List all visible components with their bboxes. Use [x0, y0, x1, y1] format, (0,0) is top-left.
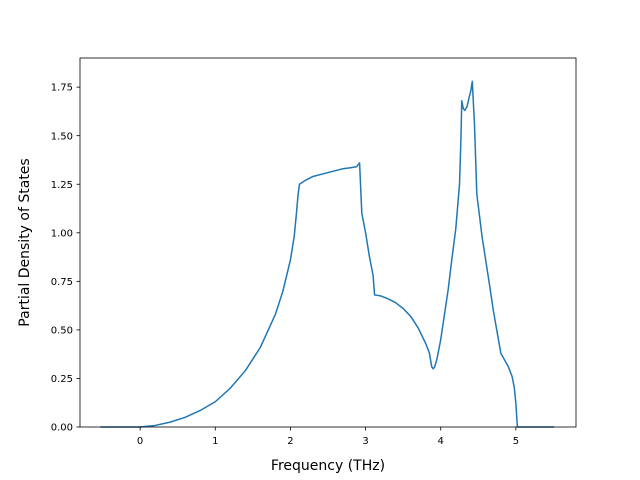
y-tick-label: 0.75: [51, 277, 73, 288]
y-tick-label: 1.50: [51, 131, 73, 142]
series-line: [100, 80, 555, 428]
series-layer: [100, 80, 555, 428]
x-axis: 0 1 2 3 4 5: [137, 427, 519, 447]
x-tick-label: 5: [513, 436, 519, 447]
x-tick-label: 1: [212, 436, 218, 447]
y-axis: 0.00 0.25 0.50 0.75 1.00 1.25 1.50 1.75: [51, 83, 80, 434]
y-axis-label: Partial Density of States: [17, 158, 33, 326]
y-tick-label: 0.00: [51, 423, 73, 434]
y-tick-label: 1.25: [51, 180, 73, 191]
x-tick-label: 4: [438, 436, 444, 447]
x-tick-label: 0: [137, 436, 143, 447]
y-tick-label: 1.75: [51, 83, 73, 94]
y-tick-label: 1.00: [51, 228, 73, 239]
x-axis-label: Frequency (THz): [271, 458, 385, 474]
y-tick-label: 0.50: [51, 325, 73, 336]
plot-area: [80, 58, 576, 427]
x-tick-label: 2: [287, 436, 293, 447]
x-tick-label: 3: [362, 436, 368, 447]
plot-frame: [79, 57, 577, 428]
y-tick-label: 0.25: [51, 374, 73, 385]
